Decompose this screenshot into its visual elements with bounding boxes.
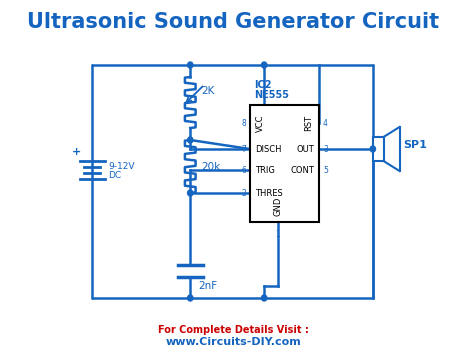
Circle shape bbox=[188, 137, 193, 143]
Text: 3: 3 bbox=[323, 144, 328, 153]
Text: +: + bbox=[72, 147, 81, 157]
Text: TRIG: TRIG bbox=[255, 166, 275, 175]
Text: 5: 5 bbox=[323, 166, 328, 175]
Text: 4: 4 bbox=[323, 118, 328, 127]
Circle shape bbox=[188, 190, 193, 196]
Text: SP1: SP1 bbox=[403, 140, 427, 150]
Text: VCC: VCC bbox=[256, 114, 265, 132]
Text: 6: 6 bbox=[241, 166, 247, 175]
Text: GND: GND bbox=[273, 196, 282, 216]
Text: 2K: 2K bbox=[201, 86, 214, 95]
Text: DC: DC bbox=[108, 171, 122, 180]
Text: OUT: OUT bbox=[296, 144, 314, 153]
Circle shape bbox=[370, 146, 376, 152]
Text: Ultrasonic Sound Generator Circuit: Ultrasonic Sound Generator Circuit bbox=[27, 12, 439, 32]
Circle shape bbox=[188, 62, 193, 68]
Text: 8: 8 bbox=[241, 118, 247, 127]
Bar bbox=[373, 137, 384, 161]
Text: 9-12V: 9-12V bbox=[108, 162, 135, 171]
Bar bbox=[250, 105, 319, 222]
Circle shape bbox=[188, 295, 193, 301]
Text: CONT: CONT bbox=[290, 166, 314, 175]
Text: 20k: 20k bbox=[201, 162, 220, 171]
Text: 7: 7 bbox=[241, 144, 247, 153]
Text: For Complete Details Visit :: For Complete Details Visit : bbox=[158, 325, 308, 335]
Text: IC2: IC2 bbox=[254, 80, 272, 90]
Text: THRES: THRES bbox=[255, 189, 283, 198]
Circle shape bbox=[261, 62, 267, 68]
Text: NE555: NE555 bbox=[254, 90, 289, 100]
Text: 2: 2 bbox=[241, 189, 247, 198]
Text: RST: RST bbox=[304, 115, 313, 131]
Text: 2nF: 2nF bbox=[198, 281, 218, 291]
Circle shape bbox=[261, 295, 267, 301]
Text: 1: 1 bbox=[275, 230, 280, 239]
Text: www.Circuits-DIY.com: www.Circuits-DIY.com bbox=[165, 337, 301, 347]
Text: DISCH: DISCH bbox=[255, 144, 282, 153]
